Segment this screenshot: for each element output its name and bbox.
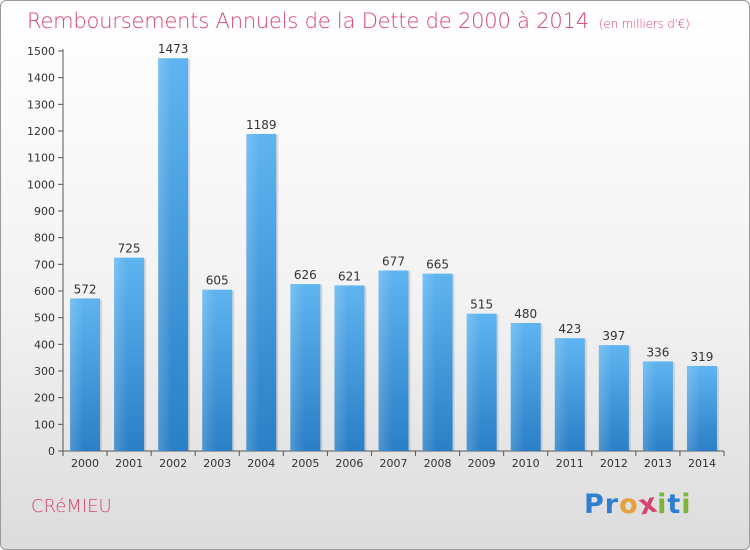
- proxiti-logo: Proxiti: [584, 487, 692, 521]
- bar-highlight: [466, 313, 481, 451]
- y-tick-label: 500: [34, 312, 55, 325]
- logo-letter: t: [667, 489, 682, 520]
- axes: 0 100 200 300 400 500 600 700 800 900 1000 1100 1200…: [27, 45, 725, 458]
- x-tick-label: 2010: [512, 457, 540, 470]
- y-tick-label: 0: [48, 445, 55, 458]
- x-tick-label: 2001: [115, 457, 143, 470]
- bar-value-label: 621: [338, 269, 361, 283]
- bar-highlight: [334, 285, 348, 451]
- bar-value-label: 1473: [158, 42, 189, 56]
- x-tick-label: 2006: [335, 457, 363, 470]
- logo-letter: P: [584, 489, 605, 520]
- bar-labels: 572 2000 725 2001 1473 2002 605 2003 1189 2004 626…: [71, 42, 716, 470]
- x-tick-label: 2008: [424, 457, 452, 470]
- bar-value-label: 725: [118, 242, 141, 256]
- commune-name: CRéMIEU: [31, 496, 112, 517]
- x-tick-label: 2002: [159, 457, 187, 470]
- bar-highlight: [114, 257, 128, 451]
- chart-unit-note: (en milliers d'€): [598, 17, 690, 31]
- x-tick-label: 2000: [71, 457, 99, 470]
- bar-highlight: [422, 273, 437, 451]
- chart-title-text: Remboursements Annuels de la Dette de 20…: [27, 9, 589, 33]
- bar-value-label: 480: [514, 307, 537, 321]
- x-tick-label: 2013: [644, 457, 672, 470]
- x-tick-label: 2009: [468, 457, 496, 470]
- bar-highlight: [378, 270, 392, 451]
- y-tick-label: 1300: [27, 98, 55, 111]
- bar-value-label: 1189: [246, 118, 277, 132]
- x-tick-label: 2012: [600, 457, 628, 470]
- logo-letter: i: [681, 489, 692, 520]
- y-tick-label: 100: [34, 418, 55, 431]
- x-tick-label: 2005: [291, 457, 319, 470]
- bar-value-label: 572: [74, 282, 97, 296]
- y-tick-label: 1500: [27, 45, 55, 58]
- bar-value-label: 397: [602, 329, 625, 343]
- bar-value-label: 677: [382, 254, 405, 268]
- y-tick-label: 600: [34, 285, 55, 298]
- y-tick-label: 700: [34, 258, 55, 271]
- bar-highlight: [202, 289, 216, 451]
- bar-highlight: [290, 284, 304, 451]
- bar-value-label: 319: [691, 350, 714, 364]
- bar-highlight: [510, 323, 525, 451]
- logo-letter: r: [604, 489, 620, 520]
- bar-value-label: 423: [558, 322, 581, 336]
- logo-letter: i: [657, 489, 668, 520]
- x-tick-label: 2007: [380, 457, 408, 470]
- x-tick-label: 2014: [688, 457, 716, 470]
- y-tick-label: 800: [34, 232, 55, 245]
- bar-highlight: [686, 365, 701, 451]
- bar-highlight: [554, 338, 569, 451]
- y-tick-label: 300: [34, 365, 55, 378]
- x-tick-label: 2003: [203, 457, 231, 470]
- bar-highlight: [642, 361, 657, 451]
- chart-title: Remboursements Annuels de la Dette de 20…: [27, 9, 690, 33]
- bars: [70, 58, 719, 451]
- bar-value-label: 605: [206, 274, 229, 288]
- bar-highlight: [158, 58, 172, 451]
- y-tick-label: 1400: [27, 72, 55, 85]
- bar-highlight: [70, 298, 84, 451]
- x-tick-label: 2011: [556, 457, 584, 470]
- y-tick-label: 200: [34, 392, 55, 405]
- y-tick-label: 1200: [27, 125, 55, 138]
- bar-value-label: 626: [294, 268, 317, 282]
- bar-value-label: 515: [470, 298, 493, 312]
- y-tick-label: 400: [34, 338, 55, 351]
- bar-highlight: [246, 133, 260, 451]
- y-tick-label: 900: [34, 205, 55, 218]
- bar-value-label: 336: [646, 345, 669, 359]
- bar-highlight: [598, 345, 613, 451]
- logo-letter: o: [619, 489, 639, 520]
- x-tick-label: 2004: [247, 457, 275, 470]
- bar-value-label: 665: [426, 258, 449, 272]
- y-tick-label: 1100: [27, 152, 55, 165]
- y-tick-label: 1000: [27, 178, 55, 191]
